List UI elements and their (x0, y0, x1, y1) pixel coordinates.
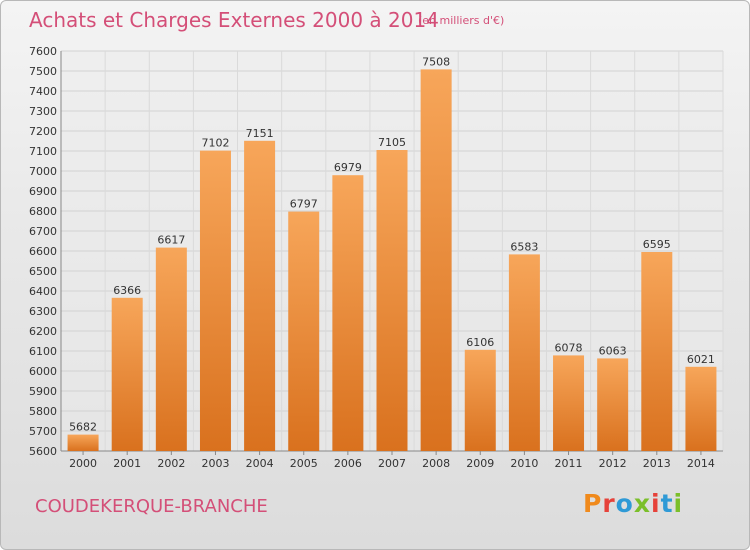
bar (155, 247, 187, 451)
x-tick-label: 2005 (290, 457, 318, 470)
logo-letter: i (673, 489, 684, 518)
y-tick-label: 6000 (29, 365, 57, 378)
y-tick-label: 6900 (29, 185, 57, 198)
x-tick-label: 2012 (599, 457, 627, 470)
data-label: 6595 (643, 238, 671, 251)
bar (244, 140, 276, 452)
y-tick-label: 6200 (29, 325, 57, 338)
x-tick-label: 2001 (113, 457, 141, 470)
logo-letter: x (633, 489, 651, 518)
y-tick-label: 6300 (29, 305, 57, 318)
x-tick-label: 2010 (510, 457, 538, 470)
y-tick-label: 6700 (29, 225, 57, 238)
bar (199, 150, 231, 451)
data-label: 6021 (687, 353, 715, 366)
bar (376, 150, 408, 451)
bar (67, 434, 99, 451)
data-label: 6583 (510, 240, 538, 253)
data-label: 6078 (555, 341, 583, 354)
bar (508, 254, 540, 451)
x-tick-label: 2013 (643, 457, 671, 470)
data-label: 6979 (334, 161, 362, 174)
x-tick-label: 2008 (422, 457, 450, 470)
y-tick-label: 7500 (29, 65, 57, 78)
logo-letter: P (583, 489, 603, 518)
bar (420, 69, 452, 452)
data-label: 6063 (599, 344, 627, 357)
data-label: 6797 (290, 198, 318, 211)
x-tick-label: 2009 (466, 457, 494, 470)
x-tick-label: 2014 (687, 457, 715, 470)
y-tick-label: 5700 (29, 425, 57, 438)
y-tick-label: 6100 (29, 345, 57, 358)
data-label: 6617 (157, 234, 185, 247)
bar (332, 175, 364, 451)
data-label: 7102 (201, 137, 229, 150)
logo-letter: r (602, 489, 616, 518)
bar (553, 355, 585, 451)
data-label: 7508 (422, 55, 450, 68)
y-tick-label: 5900 (29, 385, 57, 398)
chart-title: Achats et Charges Externes 2000 à 2014 (29, 8, 439, 32)
data-label: 5682 (69, 421, 97, 434)
logo-letter: o (615, 489, 634, 518)
bar (111, 297, 143, 451)
data-label: 6106 (466, 336, 494, 349)
x-tick-label: 2006 (334, 457, 362, 470)
y-tick-label: 6600 (29, 245, 57, 258)
y-tick-label: 6500 (29, 265, 57, 278)
x-tick-label: 2002 (157, 457, 185, 470)
data-label: 7105 (378, 136, 406, 149)
chart-unit-note: (en milliers d'€) (418, 14, 505, 27)
logo-letter: t (660, 489, 674, 518)
data-label: 7151 (246, 127, 274, 140)
y-tick-label: 7600 (29, 45, 57, 58)
y-tick-label: 7300 (29, 105, 57, 118)
y-tick-label: 7200 (29, 125, 57, 138)
x-tick-label: 2000 (69, 457, 97, 470)
y-tick-label: 5600 (29, 445, 57, 458)
y-tick-label: 7000 (29, 165, 57, 178)
y-tick-label: 7400 (29, 85, 57, 98)
data-label: 6366 (113, 284, 141, 297)
logo-letter: i (651, 489, 661, 518)
bar (464, 349, 496, 451)
y-tick-label: 7100 (29, 145, 57, 158)
bar (641, 252, 673, 451)
x-tick-label: 2011 (555, 457, 583, 470)
bar (685, 366, 717, 451)
y-tick-label: 6800 (29, 205, 57, 218)
bar (288, 211, 320, 451)
x-tick-label: 2004 (246, 457, 274, 470)
city-name: COUDEKERQUE-BRANCHE (35, 496, 268, 517)
x-tick-label: 2007 (378, 457, 406, 470)
bar (597, 358, 629, 451)
y-tick-label: 6400 (29, 285, 57, 298)
proxiti-logo: Proxiti (583, 489, 683, 518)
x-tick-label: 2003 (201, 457, 229, 470)
y-tick-label: 5800 (29, 405, 57, 418)
